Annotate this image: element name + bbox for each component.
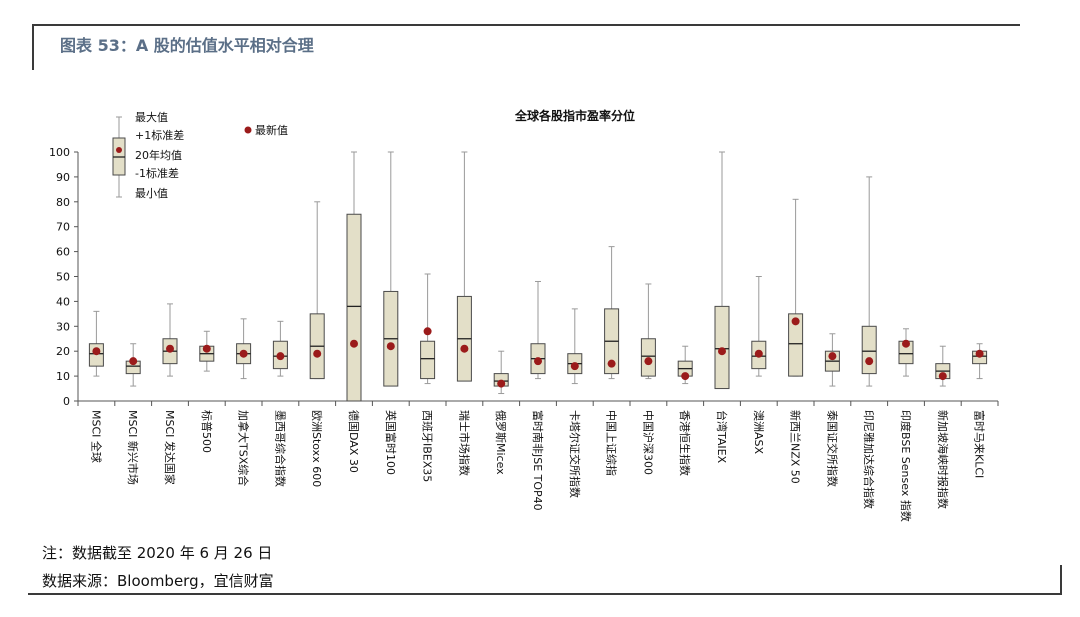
latest-value-marker <box>791 317 800 326</box>
y-tick-label: 50 <box>56 271 70 284</box>
category-label: 欧洲Stoxx 600 <box>310 410 323 487</box>
category-label: MSCI 全球 <box>89 410 103 463</box>
latest-value-marker <box>570 362 579 371</box>
legend-latest-label: 最新值 <box>255 123 288 137</box>
latest-value-marker <box>460 344 469 353</box>
category-label: 台湾TAIEX <box>715 410 729 464</box>
box-std-range <box>420 340 436 380</box>
y-tick-label: 80 <box>56 196 70 209</box>
category-label: 新西兰NZX 50 <box>789 410 803 484</box>
legend-label: 最大值 <box>135 110 168 124</box>
y-tick-label: 60 <box>56 246 70 259</box>
latest-value-marker <box>129 357 138 366</box>
legend-latest-marker <box>244 126 252 134</box>
latest-value-marker <box>313 349 322 358</box>
latest-value-marker <box>239 349 248 358</box>
category-label: MSCI 新兴市场 <box>126 410 140 485</box>
frame-top-border <box>32 24 1020 26</box>
category-label: 英国富时100 <box>384 410 398 475</box>
legend-label: 最小值 <box>135 187 168 200</box>
category-label: 新加坡海峡时报指数 <box>936 410 950 509</box>
category-label: 香港恒生指数 <box>678 410 692 476</box>
category-label: 德国DAX 30 <box>347 410 361 473</box>
latest-value-marker <box>754 349 763 358</box>
category-label: 瑞士市场指数 <box>457 410 471 476</box>
footnote: 注：数据截至 2020 年 6 月 26 日 <box>42 544 273 562</box>
category-label: 标普500 <box>200 410 214 453</box>
source-note: 数据来源：Bloomberg，宜信财富 <box>42 572 274 590</box>
box-std-range <box>346 213 362 402</box>
category-label: MSCI 发达国家 <box>163 410 177 485</box>
latest-value-marker <box>423 327 432 336</box>
latest-value-marker <box>534 357 542 366</box>
legend-marker-sample <box>116 147 122 153</box>
frame-bottom-border <box>28 593 1062 595</box>
category-label: 俄罗斯Micex <box>494 410 507 475</box>
category-label: 中国上证综指 <box>605 410 619 476</box>
latest-value-marker <box>166 344 174 353</box>
latest-value-marker <box>350 339 358 348</box>
latest-value-marker <box>718 347 726 356</box>
legend-label: 20年均值 <box>135 148 182 162</box>
y-tick-label: 90 <box>56 171 70 184</box>
latest-value-marker <box>607 359 616 368</box>
category-label: 印度BSE Sensex 指数 <box>899 410 913 522</box>
latest-value-marker <box>644 357 653 366</box>
y-tick-label: 40 <box>56 295 70 308</box>
latest-value-marker <box>975 349 984 358</box>
y-tick-label: 20 <box>56 345 70 358</box>
legend-label: -1标准差 <box>135 166 179 180</box>
category-label: 西班牙IBEX35 <box>421 410 434 482</box>
y-tick-label: 70 <box>56 221 70 234</box>
category-label: 富时马来KLCI <box>973 410 987 478</box>
legend-label: +1标准差 <box>135 128 184 142</box>
box-std-range <box>861 325 877 375</box>
category-label: 墨西哥综合指数 <box>273 410 287 487</box>
box-std-range <box>788 313 804 377</box>
latest-value-marker <box>497 379 506 388</box>
box-plot-chart: 0 10 20 30 40 50 60 70 80 90 100 MSCI 全球 MSCI 新兴市场 MS… <box>49 110 999 522</box>
latest-value-marker <box>92 347 101 356</box>
latest-value-marker <box>828 352 837 361</box>
category-label: 加拿大TSX综合 <box>237 410 251 486</box>
latest-value-marker <box>902 339 910 348</box>
y-tick-label: 100 <box>49 146 70 159</box>
frame-right-border <box>1060 565 1062 594</box>
latest-value-marker <box>386 342 395 351</box>
latest-value-marker <box>681 372 690 381</box>
latest-value-marker <box>276 352 285 361</box>
category-label: 澳洲ASX <box>752 410 765 455</box>
category-label: 印尼雅加达综合指数 <box>862 410 876 509</box>
frame-left-border <box>32 24 34 70</box>
latest-value-marker <box>202 344 211 353</box>
y-tick-label: 30 <box>56 320 70 333</box>
category-label: 中国沪深300 <box>641 410 655 475</box>
y-tick-label: 0 <box>63 395 70 408</box>
category-label: 富时南非JSE TOP40 <box>531 410 545 511</box>
chart-title: 全球各股指市盈率分位 <box>514 109 635 123</box>
page-title: 图表 53：A 股的估值水平相对合理 <box>60 36 314 55</box>
category-label: 卡塔尔证交所指数 <box>568 410 582 498</box>
y-tick-label: 10 <box>56 370 70 383</box>
latest-value-marker <box>938 372 947 381</box>
category-label: 泰国证交所指数 <box>825 410 839 487</box>
latest-value-marker <box>865 357 874 366</box>
